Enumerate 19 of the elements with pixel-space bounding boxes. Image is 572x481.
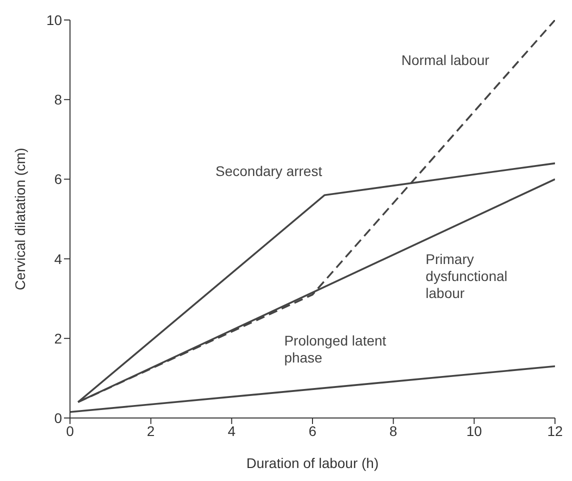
y-tick-label: 6 bbox=[54, 171, 62, 188]
series-label: Normal labour bbox=[401, 52, 490, 68]
y-tick-label: 8 bbox=[54, 92, 62, 108]
y-tick-label: 0 bbox=[54, 410, 62, 426]
x-axis-title: Duration of labour (h) bbox=[246, 455, 379, 471]
x-tick-label: 0 bbox=[66, 422, 74, 439]
x-tick-label: 8 bbox=[389, 422, 398, 439]
y-tick-label: 4 bbox=[54, 250, 62, 267]
series-label: Primary dysfunctional labour bbox=[426, 250, 508, 301]
y-axis-title: Cervical dilatation (cm) bbox=[12, 148, 28, 290]
x-tick-label: 4 bbox=[228, 422, 236, 439]
series-label: Prolonged latent phase bbox=[284, 332, 386, 366]
y-tick-label: 10 bbox=[46, 12, 62, 28]
x-tick-label: 2 bbox=[146, 422, 155, 439]
y-tick-label: 2 bbox=[54, 330, 62, 346]
x-tick-label: 6 bbox=[308, 422, 317, 439]
x-tick-label: 12 bbox=[547, 422, 563, 439]
x-tick-label: 10 bbox=[466, 422, 482, 439]
series-label: Secondary arrest bbox=[216, 163, 322, 180]
